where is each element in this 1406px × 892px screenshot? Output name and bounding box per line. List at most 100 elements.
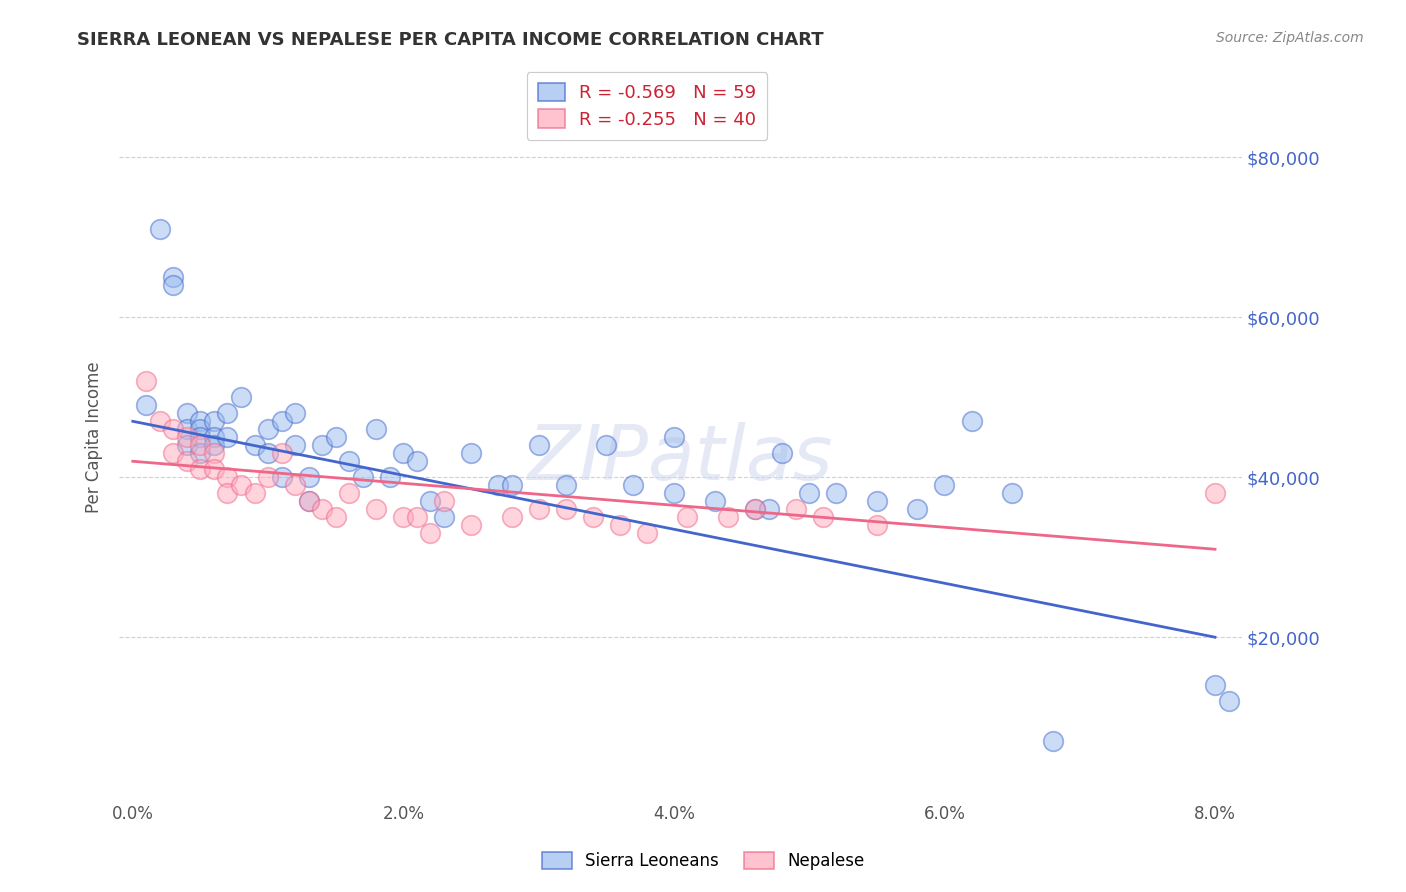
Point bbox=[595, 438, 617, 452]
Point bbox=[433, 494, 456, 508]
Legend: Sierra Leoneans, Nepalese: Sierra Leoneans, Nepalese bbox=[536, 845, 870, 877]
Point bbox=[202, 414, 225, 428]
Point bbox=[202, 446, 225, 460]
Point bbox=[298, 494, 321, 508]
Point bbox=[257, 422, 280, 436]
Point bbox=[501, 510, 523, 524]
Point bbox=[243, 486, 266, 500]
Point bbox=[582, 510, 605, 524]
Point bbox=[960, 414, 983, 428]
Point bbox=[1204, 678, 1226, 692]
Point bbox=[406, 454, 429, 468]
Point bbox=[1042, 734, 1064, 748]
Point bbox=[758, 502, 780, 516]
Point bbox=[352, 470, 374, 484]
Point bbox=[486, 478, 509, 492]
Point bbox=[229, 478, 252, 492]
Point bbox=[311, 438, 333, 452]
Point bbox=[554, 478, 576, 492]
Point bbox=[190, 414, 212, 428]
Point bbox=[190, 430, 212, 444]
Point bbox=[135, 398, 157, 412]
Point bbox=[866, 494, 889, 508]
Point bbox=[621, 478, 644, 492]
Point bbox=[162, 270, 184, 285]
Point bbox=[257, 470, 280, 484]
Point bbox=[311, 502, 333, 516]
Point bbox=[176, 454, 198, 468]
Point bbox=[785, 502, 807, 516]
Point bbox=[202, 430, 225, 444]
Y-axis label: Per Capita Income: Per Capita Income bbox=[86, 361, 103, 513]
Point bbox=[501, 478, 523, 492]
Point bbox=[703, 494, 725, 508]
Point bbox=[676, 510, 699, 524]
Point bbox=[934, 478, 956, 492]
Point bbox=[662, 430, 685, 444]
Point bbox=[190, 446, 212, 460]
Point bbox=[270, 446, 292, 460]
Point bbox=[243, 438, 266, 452]
Point bbox=[202, 438, 225, 452]
Point bbox=[636, 526, 658, 541]
Point bbox=[460, 446, 482, 460]
Legend: R = -0.569   N = 59, R = -0.255   N = 40: R = -0.569 N = 59, R = -0.255 N = 40 bbox=[527, 72, 768, 140]
Point bbox=[217, 470, 239, 484]
Point bbox=[419, 494, 441, 508]
Point bbox=[162, 278, 184, 293]
Point bbox=[717, 510, 740, 524]
Point bbox=[337, 454, 360, 468]
Point bbox=[149, 222, 172, 236]
Point bbox=[135, 374, 157, 388]
Text: ZIPatlas: ZIPatlas bbox=[529, 422, 834, 496]
Point bbox=[378, 470, 401, 484]
Point bbox=[744, 502, 766, 516]
Point bbox=[284, 478, 307, 492]
Text: Source: ZipAtlas.com: Source: ZipAtlas.com bbox=[1216, 31, 1364, 45]
Point bbox=[298, 494, 321, 508]
Point bbox=[419, 526, 441, 541]
Point bbox=[825, 486, 848, 500]
Point bbox=[907, 502, 929, 516]
Point bbox=[149, 414, 172, 428]
Point bbox=[284, 438, 307, 452]
Point bbox=[176, 422, 198, 436]
Point bbox=[270, 414, 292, 428]
Point bbox=[190, 462, 212, 476]
Point bbox=[433, 510, 456, 524]
Point bbox=[229, 390, 252, 404]
Point bbox=[190, 438, 212, 452]
Point bbox=[190, 422, 212, 436]
Point bbox=[392, 510, 415, 524]
Point bbox=[217, 406, 239, 420]
Point bbox=[554, 502, 576, 516]
Point bbox=[298, 470, 321, 484]
Point bbox=[366, 422, 388, 436]
Point bbox=[527, 502, 550, 516]
Point bbox=[176, 438, 198, 452]
Point bbox=[406, 510, 429, 524]
Point bbox=[162, 446, 184, 460]
Point bbox=[1204, 486, 1226, 500]
Point bbox=[217, 430, 239, 444]
Point bbox=[284, 406, 307, 420]
Text: SIERRA LEONEAN VS NEPALESE PER CAPITA INCOME CORRELATION CHART: SIERRA LEONEAN VS NEPALESE PER CAPITA IN… bbox=[77, 31, 824, 49]
Point bbox=[337, 486, 360, 500]
Point bbox=[799, 486, 821, 500]
Point bbox=[662, 486, 685, 500]
Point bbox=[1001, 486, 1024, 500]
Point bbox=[866, 518, 889, 533]
Point bbox=[460, 518, 482, 533]
Point bbox=[392, 446, 415, 460]
Point bbox=[744, 502, 766, 516]
Point bbox=[527, 438, 550, 452]
Point bbox=[202, 462, 225, 476]
Point bbox=[325, 430, 347, 444]
Point bbox=[270, 470, 292, 484]
Point bbox=[257, 446, 280, 460]
Point bbox=[366, 502, 388, 516]
Point bbox=[176, 406, 198, 420]
Point bbox=[811, 510, 834, 524]
Point bbox=[162, 422, 184, 436]
Point bbox=[325, 510, 347, 524]
